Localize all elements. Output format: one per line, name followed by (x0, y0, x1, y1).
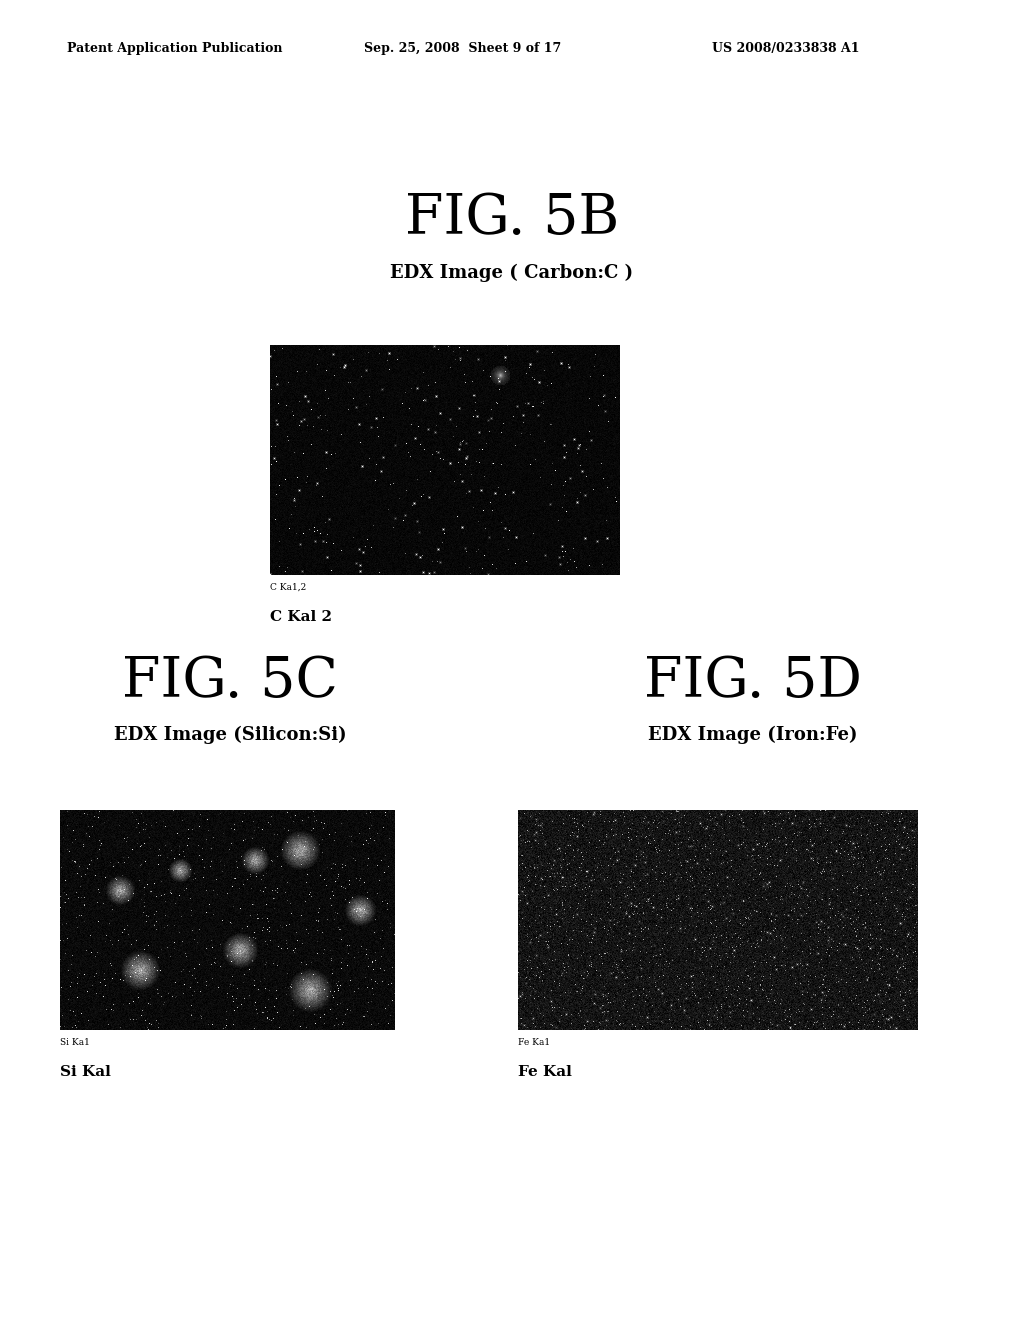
Text: EDX Image (Iron:Fe): EDX Image (Iron:Fe) (648, 726, 857, 744)
Text: C Kal 2: C Kal 2 (270, 610, 332, 624)
Text: Si Ka1: Si Ka1 (60, 1038, 90, 1047)
Text: C Ka1,2: C Ka1,2 (270, 583, 306, 591)
Text: EDX Image (Silicon:Si): EDX Image (Silicon:Si) (114, 726, 347, 744)
Text: Fe Kal: Fe Kal (518, 1065, 571, 1080)
Text: FIG. 5C: FIG. 5C (123, 655, 338, 709)
Text: EDX Image ( Carbon:C ): EDX Image ( Carbon:C ) (390, 264, 634, 282)
Text: FIG. 5D: FIG. 5D (644, 655, 861, 709)
Text: US 2008/0233838 A1: US 2008/0233838 A1 (712, 42, 859, 55)
Text: Fe Ka1: Fe Ka1 (518, 1038, 550, 1047)
Text: FIG. 5B: FIG. 5B (404, 191, 620, 246)
Text: Sep. 25, 2008  Sheet 9 of 17: Sep. 25, 2008 Sheet 9 of 17 (364, 42, 561, 55)
Text: Patent Application Publication: Patent Application Publication (67, 42, 282, 55)
Text: Si Kal: Si Kal (60, 1065, 111, 1080)
